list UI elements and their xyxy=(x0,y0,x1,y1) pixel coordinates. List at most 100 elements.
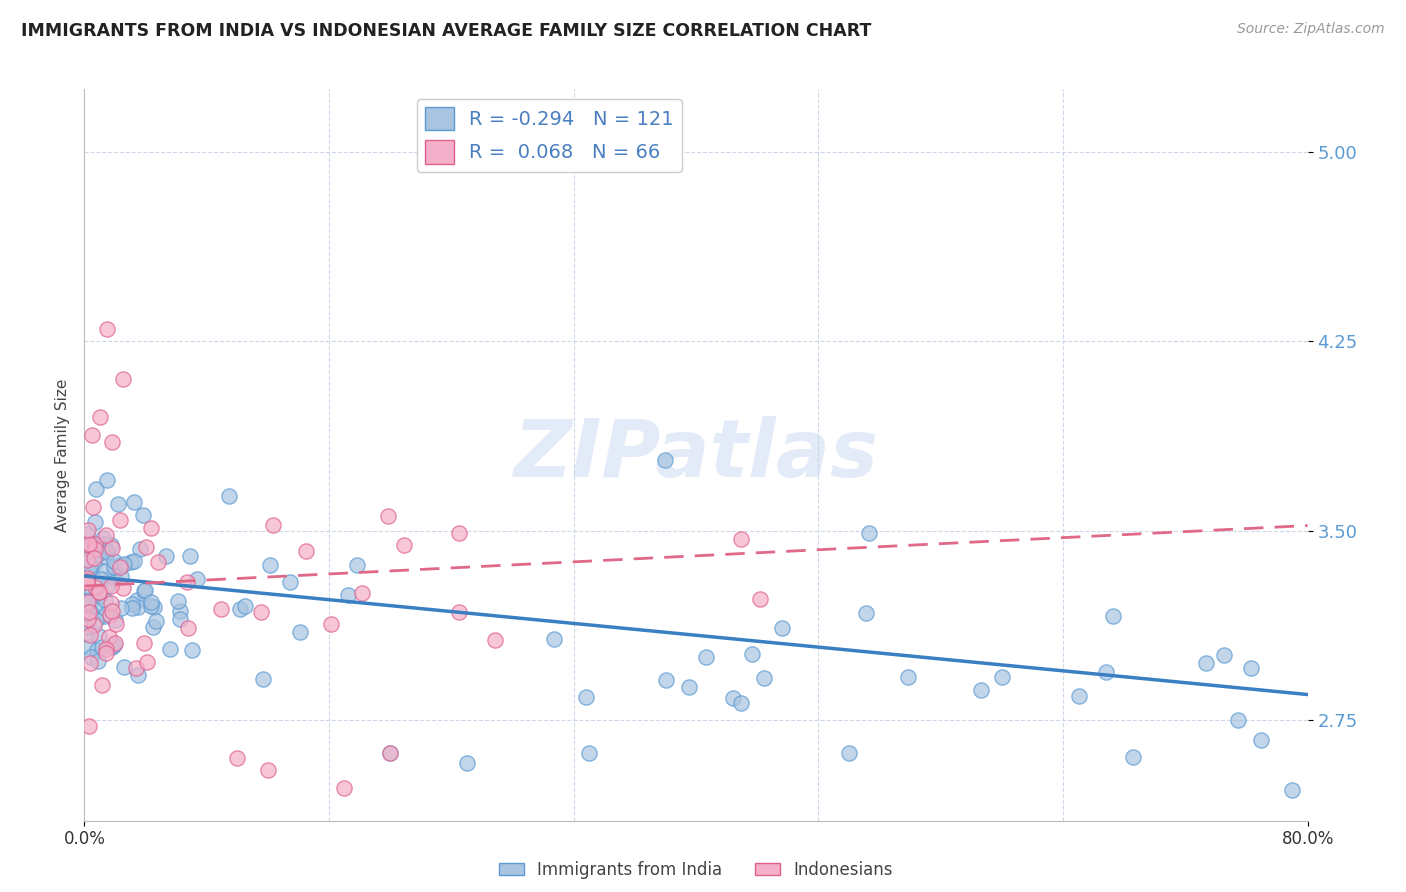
Point xyxy=(180,643,202,657)
Point xyxy=(94,607,117,621)
Point xyxy=(730,696,752,710)
Point xyxy=(233,599,256,614)
Point xyxy=(84,613,107,627)
Point xyxy=(79,537,101,551)
Point xyxy=(80,427,103,442)
Point xyxy=(456,756,478,770)
Point xyxy=(654,673,676,687)
Point xyxy=(79,538,101,552)
Point xyxy=(128,542,150,557)
Point xyxy=(259,558,281,573)
Point xyxy=(1067,689,1090,703)
Point xyxy=(333,780,356,795)
Point xyxy=(124,494,146,508)
Point xyxy=(101,603,124,617)
Point xyxy=(96,473,118,487)
Point xyxy=(87,629,110,643)
Point xyxy=(209,601,232,615)
Legend: Immigrants from India, Indonesians: Immigrants from India, Indonesians xyxy=(492,855,900,886)
Point xyxy=(80,650,103,665)
Point xyxy=(91,531,114,545)
Point xyxy=(79,559,101,574)
Point xyxy=(578,746,600,760)
Point xyxy=(76,527,98,541)
Point xyxy=(103,638,125,652)
Point xyxy=(90,640,112,654)
Text: IMMIGRANTS FROM INDIA VS INDONESIAN AVERAGE FAMILY SIZE CORRELATION CHART: IMMIGRANTS FROM INDIA VS INDONESIAN AVER… xyxy=(21,22,872,40)
Point xyxy=(101,435,124,450)
Point xyxy=(77,719,100,733)
Point xyxy=(87,585,110,599)
Point xyxy=(103,559,125,574)
Point xyxy=(90,573,112,587)
Point xyxy=(155,549,177,563)
Point xyxy=(752,671,775,685)
Point xyxy=(112,660,135,674)
Point xyxy=(94,608,117,623)
Point xyxy=(76,541,98,555)
Point xyxy=(96,578,118,592)
Point xyxy=(84,482,107,496)
Point xyxy=(257,763,280,777)
Point xyxy=(132,584,155,599)
Point xyxy=(121,597,143,611)
Point xyxy=(250,605,273,619)
Point xyxy=(484,632,506,647)
Point xyxy=(82,500,104,515)
Point xyxy=(100,569,122,583)
Point xyxy=(262,518,284,533)
Point xyxy=(226,750,249,764)
Point xyxy=(79,628,101,642)
Point xyxy=(101,541,124,555)
Point xyxy=(94,564,117,578)
Point xyxy=(76,595,98,609)
Point xyxy=(84,541,107,556)
Point xyxy=(319,616,342,631)
Point xyxy=(104,617,127,632)
Point xyxy=(186,572,208,586)
Point xyxy=(252,673,274,687)
Point xyxy=(100,538,122,552)
Point xyxy=(104,636,127,650)
Point xyxy=(89,585,111,599)
Point xyxy=(86,643,108,657)
Point xyxy=(96,545,118,559)
Point xyxy=(1250,733,1272,747)
Point xyxy=(394,538,416,552)
Point xyxy=(79,536,101,550)
Point xyxy=(124,554,146,568)
Point xyxy=(169,612,191,626)
Point xyxy=(104,614,127,628)
Point xyxy=(110,600,132,615)
Point xyxy=(121,600,143,615)
Point xyxy=(159,641,181,656)
Point xyxy=(77,640,100,654)
Point xyxy=(447,525,470,540)
Point xyxy=(84,516,107,530)
Point xyxy=(76,612,98,626)
Point xyxy=(135,540,157,554)
Point xyxy=(86,548,108,562)
Point xyxy=(838,746,860,760)
Text: Source: ZipAtlas.com: Source: ZipAtlas.com xyxy=(1237,22,1385,37)
Point xyxy=(134,635,156,649)
Point xyxy=(76,593,98,607)
Point xyxy=(1195,657,1218,671)
Point xyxy=(134,583,156,598)
Point xyxy=(108,513,131,527)
Point xyxy=(110,569,132,583)
Point xyxy=(76,620,98,634)
Point xyxy=(96,322,118,336)
Point xyxy=(76,594,98,608)
Point xyxy=(94,646,117,660)
Point xyxy=(678,680,700,694)
Point xyxy=(76,575,98,590)
Point xyxy=(1227,713,1250,727)
Point xyxy=(83,600,105,615)
Point xyxy=(127,668,149,682)
Point xyxy=(84,537,107,551)
Point xyxy=(87,589,110,603)
Point xyxy=(730,532,752,546)
Point xyxy=(1281,783,1303,797)
Text: ZIPatlas: ZIPatlas xyxy=(513,416,879,494)
